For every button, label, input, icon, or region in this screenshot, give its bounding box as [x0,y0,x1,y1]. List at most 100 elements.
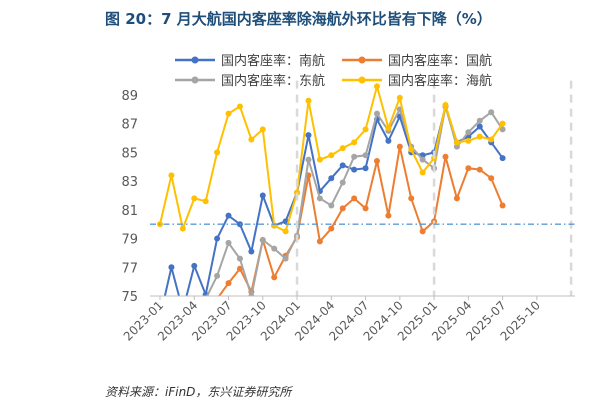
legend-marker [191,76,199,84]
point [214,272,221,279]
point [442,153,449,160]
point [204,295,207,296]
legend-label: 国内客座率：东航 [221,73,325,89]
point [179,225,186,232]
point [362,126,369,133]
plot-area [157,82,506,313]
legend-label: 国内客座率：海航 [388,73,492,89]
point [236,103,243,110]
point [305,132,312,139]
point [236,265,243,272]
point [453,143,460,150]
point [214,235,221,242]
point [385,212,392,219]
point [168,264,175,271]
y-tick-label: 87 [121,118,138,133]
point [225,212,232,219]
point [396,143,403,150]
point [499,120,506,127]
point [328,225,335,232]
point [214,149,221,156]
point [385,137,392,144]
series-line [206,106,504,296]
y-tick-label: 89 [121,89,138,104]
point [248,293,255,296]
point [362,165,369,172]
point [305,156,312,163]
point [271,222,278,229]
point [408,195,415,202]
point [362,152,369,159]
point [419,169,426,176]
point [476,117,483,124]
point [499,126,506,133]
point [476,166,483,173]
y-tick-label: 77 [121,261,138,276]
point [385,124,392,131]
point [499,202,506,209]
point [202,198,209,205]
point [236,221,243,228]
point [373,158,380,165]
point [453,139,460,146]
point [225,110,232,117]
point [499,155,506,162]
point [316,195,323,202]
point [316,156,323,163]
point [351,153,358,160]
point [476,123,483,130]
point [203,307,209,313]
point [225,280,232,287]
point [408,146,415,153]
point [168,172,175,179]
point [488,109,495,116]
point [373,83,380,90]
point [271,274,278,281]
point [328,202,335,209]
point [282,228,289,235]
y-tick-label: 75 [121,290,138,305]
point [191,195,198,202]
point [259,126,266,133]
point [236,255,243,262]
point [465,165,472,172]
point [328,175,335,182]
legend-label: 国内客座率：南航 [221,53,325,69]
point [351,139,358,146]
point [191,262,198,269]
point [259,236,266,243]
y-tick-label: 83 [121,175,138,190]
point [248,136,255,143]
point [305,97,312,104]
legend-marker [191,56,199,64]
point [419,156,426,163]
point [465,137,472,144]
point [248,248,255,255]
chart-title: 图 20：7 月大航国内客座率除海航外环比皆有下降（%） [105,10,492,28]
y-tick-label: 79 [121,233,138,248]
point [453,195,460,202]
point [216,295,218,296]
series-line [159,82,504,233]
point [419,228,426,235]
legend-label: 国内客座率：国航 [388,53,492,69]
point [259,192,266,199]
point [271,245,278,252]
legend-marker [358,56,366,64]
point [351,166,358,173]
y-tick-label: 81 [121,204,138,219]
point [488,136,495,143]
source: 资料来源：iFinD，东兴证券研究所 [105,385,293,399]
point [282,255,289,262]
point [225,239,232,246]
point [339,145,346,152]
point [396,94,403,101]
point [465,129,472,136]
point [339,205,346,212]
point [351,195,358,202]
point [339,162,346,169]
point [476,133,483,140]
legend-marker [358,76,366,84]
point [328,152,335,159]
